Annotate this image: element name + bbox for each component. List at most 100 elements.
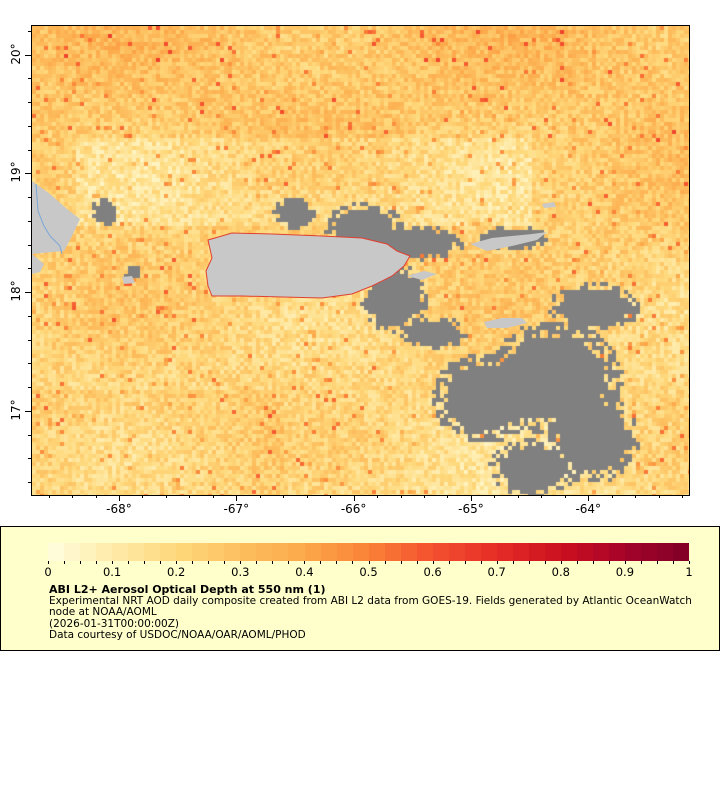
lon-major-tick [118, 495, 120, 501]
virgin-islands [470, 232, 547, 251]
lon-minor-tick [541, 495, 543, 498]
colorbar-swatch [673, 543, 690, 561]
colorbar-tick [352, 561, 354, 564]
lon-minor-tick [682, 495, 684, 498]
colorbar-tick [640, 561, 642, 564]
colorbar-tick [272, 561, 274, 564]
colorbar-swatch [657, 543, 674, 561]
colorbar-tick [96, 561, 98, 564]
colorbar-swatch [256, 543, 273, 561]
colorbar-swatch [593, 543, 610, 561]
map-panel[interactable] [31, 25, 690, 496]
colorbar-swatch [416, 543, 433, 561]
lat-minor-tick [28, 458, 31, 460]
colorbar-swatch [80, 543, 97, 561]
colorbar-swatch [288, 543, 305, 561]
colorbar-swatch [304, 543, 321, 561]
colorbar-swatch [192, 543, 209, 561]
colorbar-swatch [240, 543, 257, 561]
colorbar-tick [160, 561, 162, 564]
lat-minor-tick [28, 244, 31, 246]
colorbar-tick-label: 0.4 [295, 565, 314, 579]
lat-minor-tick [28, 125, 31, 127]
colorbar-tick [496, 561, 498, 564]
lon-minor-tick [212, 495, 214, 498]
colorbar-tick [304, 561, 306, 564]
colorbar-tick [64, 561, 66, 564]
lon-minor-tick [306, 495, 308, 498]
lat-major-tick [25, 292, 31, 294]
colorbar-swatch [352, 543, 369, 561]
colorbar-swatch [112, 543, 129, 561]
colorbar-swatch [577, 543, 594, 561]
colorbar-swatch [64, 543, 81, 561]
st-croix-island [484, 318, 527, 328]
colorbar-tick-label: 0.5 [359, 565, 378, 579]
colorbar-tick [448, 561, 450, 564]
colorbar-tick [80, 561, 82, 564]
lon-minor-tick [611, 495, 613, 498]
lon-tick-label: -67° [223, 502, 250, 516]
colorbar-swatch [512, 543, 529, 561]
colorbar-tick [208, 561, 210, 564]
lat-tick-label: 17° [9, 399, 23, 421]
colorbar-swatch [320, 543, 337, 561]
lon-minor-tick [564, 495, 566, 498]
lat-minor-tick [28, 149, 31, 151]
colorbar-swatch [609, 543, 626, 561]
lat-minor-tick [28, 220, 31, 222]
colorbar-swatch [448, 543, 465, 561]
legend-time: (2026-01-31T00:00:00Z) [49, 617, 179, 630]
lat-major-tick [25, 173, 31, 175]
lat-minor-tick [28, 482, 31, 484]
colorbar-tick-label: 0 [44, 565, 52, 579]
lat-minor-tick [28, 78, 31, 80]
lon-minor-tick [330, 495, 332, 498]
lat-minor-tick [28, 102, 31, 104]
lon-minor-tick [72, 495, 74, 498]
colorbar-tick [432, 561, 434, 564]
colorbar-tick [368, 561, 370, 564]
colorbar-tick [288, 561, 290, 564]
colorbar-swatch [144, 543, 161, 561]
colorbar-swatch [224, 543, 241, 561]
lon-tick-label: -64° [575, 502, 602, 516]
colorbar-swatch [128, 543, 145, 561]
colorbar-tick-label: 0.6 [423, 565, 442, 579]
colorbar-tick [384, 561, 386, 564]
colorbar-tick [592, 561, 594, 564]
border-line [35, 183, 63, 255]
lat-major-tick [25, 410, 31, 412]
colorbar-swatch [625, 543, 642, 561]
colorbar-tick [256, 561, 258, 564]
vieques-island [407, 271, 437, 280]
mona-island [122, 276, 135, 284]
colorbar-tick [689, 561, 690, 564]
colorbar-tick [224, 561, 226, 564]
lat-major-tick [25, 54, 31, 56]
colorbar-tick [464, 561, 466, 564]
colorbar-tick-label: 0.2 [167, 565, 186, 579]
lon-tick-label: -65° [458, 502, 484, 516]
lon-major-tick [470, 495, 472, 501]
colorbar-tick [672, 561, 674, 564]
colorbar-tick [624, 561, 626, 564]
colorbar-swatch [384, 543, 401, 561]
legend-credit: Data courtesy of USDOC/NOAA/OAR/AOML/PHO… [49, 629, 306, 641]
legend-title: ABI L2+ Aerosol Optical Depth at 550 nm … [49, 583, 326, 596]
lon-major-tick [588, 495, 590, 501]
legend-panel: 0 0.1 0.2 0.3 0.4 0.5 0.6 0.7 0.8 0.9 1 ABI L2+ Ae… [0, 526, 720, 651]
colorbar-swatch [464, 543, 481, 561]
colorbar-tick [144, 561, 146, 564]
lon-minor-tick [517, 495, 519, 498]
lat-minor-tick [28, 434, 31, 436]
colorbar-tick [544, 561, 546, 564]
colorbar-tick-label: 0.7 [487, 565, 506, 579]
colorbar-tick-label: 0.1 [102, 565, 122, 579]
lat-tick-label: 19° [9, 161, 23, 184]
puerto-rico-landmass [205, 232, 411, 299]
colorbar-swatch [561, 543, 578, 561]
lon-minor-tick [189, 495, 191, 498]
colorbar-swatch [368, 543, 385, 561]
colorbar-tick [528, 561, 530, 564]
